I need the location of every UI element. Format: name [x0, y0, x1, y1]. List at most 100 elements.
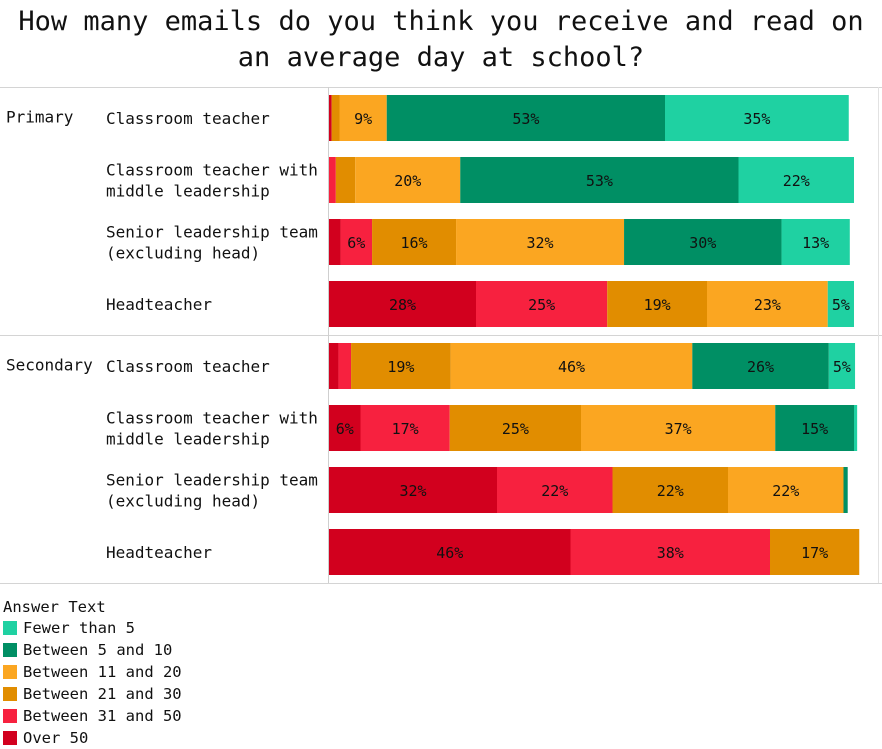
- bar-segment: [331, 95, 340, 141]
- legend-item: Between 11 and 20: [3, 661, 182, 683]
- data-label: 46%: [558, 358, 585, 376]
- bar-segment: [581, 405, 776, 451]
- bar-segment: [351, 343, 451, 389]
- data-label: 53%: [586, 172, 613, 190]
- bar-segment: [460, 157, 739, 203]
- bar-segment: [781, 219, 850, 265]
- bar-segment: [570, 529, 770, 575]
- bar-segment: [497, 467, 613, 513]
- legend-label: Between 5 and 10: [23, 641, 173, 659]
- row-label: Classroom teacher: [106, 109, 270, 128]
- bar-segment: [329, 467, 497, 513]
- legend-label: Between 21 and 30: [23, 685, 182, 703]
- legend-label: Between 11 and 20: [23, 663, 182, 681]
- row-label: Senior leadership team (excluding head): [106, 471, 318, 511]
- bar-segment: [339, 95, 387, 141]
- data-label: 13%: [802, 234, 829, 252]
- data-label: 30%: [689, 234, 716, 252]
- legend-swatch: [3, 731, 17, 745]
- data-label: 19%: [644, 296, 671, 314]
- bar-segment: [450, 343, 693, 389]
- bar-segment: [775, 405, 854, 451]
- bar-segment: [828, 343, 856, 389]
- chart-plot: Primary Classroom teacher 9% 53% 35% Classroo…: [0, 87, 882, 584]
- bar-segment: [456, 219, 625, 265]
- data-label: 23%: [754, 296, 781, 314]
- bar-segment: [476, 281, 608, 327]
- data-label: 53%: [512, 110, 539, 128]
- legend-item: Fewer than 5: [3, 617, 182, 639]
- legend-item: Between 5 and 10: [3, 639, 182, 661]
- bar-segment: [329, 95, 332, 141]
- bar-segment: [340, 219, 373, 265]
- bar-segment: [386, 95, 665, 141]
- bar-segment: [607, 281, 707, 327]
- bar-segment: [355, 157, 461, 203]
- data-label: 26%: [747, 358, 774, 376]
- legend-swatch: [3, 643, 17, 657]
- bar-segment: [329, 157, 336, 203]
- data-label: 9%: [354, 110, 372, 128]
- bar-segment: [854, 405, 858, 451]
- bar-segment: [329, 529, 571, 575]
- data-label: 5%: [833, 358, 851, 376]
- data-label: 19%: [387, 358, 414, 376]
- bar-segment: [707, 281, 828, 327]
- data-label: 25%: [502, 420, 529, 438]
- data-label: 22%: [783, 172, 810, 190]
- group-label: Primary: [6, 108, 74, 127]
- legend-swatch: [3, 709, 17, 723]
- bar-segment: [692, 343, 829, 389]
- row-label: Classroom teacher with middle leadership: [106, 161, 318, 201]
- legend-label: Between 31 and 50: [23, 707, 182, 725]
- bar-segment: [770, 529, 860, 575]
- data-label: 22%: [772, 482, 799, 500]
- data-label: 32%: [399, 482, 426, 500]
- chart-title: How many emails do you think you receive…: [18, 6, 864, 73]
- legend-items: Fewer than 5 Between 5 and 10 Between 11 a…: [3, 617, 182, 749]
- bar-segment: [338, 343, 352, 389]
- data-label: 17%: [801, 544, 828, 562]
- bar-segment: [612, 467, 728, 513]
- row-label: Senior leadership team (excluding head): [106, 223, 318, 263]
- data-label: 37%: [665, 420, 692, 438]
- group-label: Secondary: [6, 356, 93, 375]
- legend-label: Fewer than 5: [23, 619, 135, 637]
- legend-item: Between 31 and 50: [3, 705, 182, 727]
- data-label: 35%: [743, 110, 770, 128]
- legend-swatch: [3, 665, 17, 679]
- bar-segment: [665, 95, 849, 141]
- legend-label: Over 50: [23, 729, 89, 747]
- legend-title: Answer Text: [3, 598, 106, 616]
- data-label: 22%: [541, 482, 568, 500]
- data-label: 46%: [436, 544, 463, 562]
- data-label: 15%: [801, 420, 828, 438]
- legend-item: Over 50: [3, 727, 182, 749]
- row-label: Headteacher: [106, 295, 212, 314]
- bar-segment: [335, 157, 356, 203]
- bar-segment: [728, 467, 844, 513]
- row-label: Classroom teacher with middle leadership: [106, 409, 318, 449]
- bar-segment: [372, 219, 457, 265]
- data-label: 38%: [657, 544, 684, 562]
- legend: Answer Text Fewer than 5 Between 5 and 10…: [3, 597, 182, 749]
- data-label: 28%: [389, 296, 416, 314]
- data-label: 20%: [394, 172, 421, 190]
- bar-segment: [329, 405, 361, 451]
- bar-segment: [329, 281, 476, 327]
- bar-segment: [624, 219, 782, 265]
- bar-segment: [329, 219, 341, 265]
- bar-segment: [360, 405, 450, 451]
- row-label: Classroom teacher: [106, 357, 270, 376]
- data-label: 17%: [392, 420, 419, 438]
- data-label: 32%: [527, 234, 554, 252]
- data-label: 6%: [347, 234, 365, 252]
- bar-segment: [827, 281, 854, 327]
- bar-segment: [329, 343, 339, 389]
- bar-segment: [843, 467, 848, 513]
- legend-swatch: [3, 687, 17, 701]
- data-label: 5%: [832, 296, 850, 314]
- data-label: 6%: [336, 420, 354, 438]
- bar-segment: [738, 157, 854, 203]
- row-label: Headteacher: [106, 543, 212, 562]
